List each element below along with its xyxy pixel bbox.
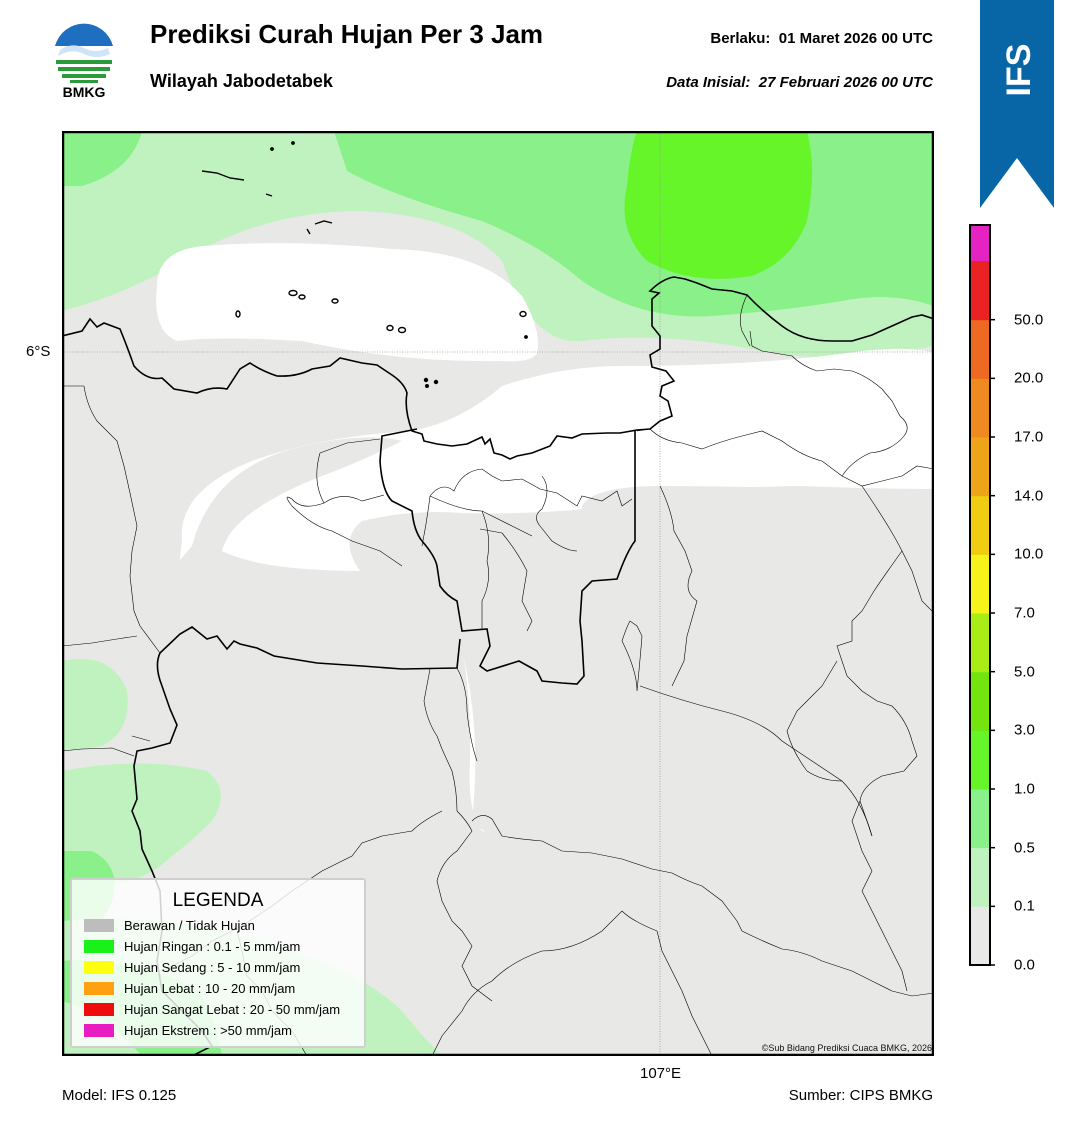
colorbar-segment — [970, 437, 990, 497]
legend-label: Hujan Sedang : 5 - 10 mm/jam — [124, 959, 301, 975]
colorbar-tick-label: 14.0 — [1014, 487, 1044, 505]
colorbar — [969, 224, 995, 966]
model-label: Model: IFS 0.125 — [62, 1087, 177, 1104]
colorbar-tick-label: 0.5 — [1014, 839, 1035, 857]
colorbar-segment — [970, 554, 990, 614]
colorbar-segment — [970, 847, 990, 907]
colorbar-tick-label: 17.0 — [1014, 428, 1044, 446]
ifs-badge-text-wrap: IFS — [1000, 44, 1038, 97]
colorbar-segment — [970, 495, 990, 555]
ifs-badge-text: IFS — [1000, 44, 1038, 97]
colorbar-frame — [969, 224, 991, 966]
valid-label: Berlaku: — [710, 30, 771, 47]
colorbar-segment — [970, 378, 990, 438]
colorbar-segment — [970, 225, 990, 261]
colorbar-tick-label: 5.0 — [1014, 663, 1035, 681]
colorbar-segment — [970, 319, 990, 379]
legend-title: LEGENDA — [172, 890, 264, 911]
legend-item: Hujan Lebat : 10 - 20 mm/jam — [84, 980, 296, 996]
init-label: Data Inisial: — [666, 74, 751, 91]
legend-item: Hujan Sangat Lebat : 20 - 50 mm/jam — [84, 1001, 341, 1017]
init-value: 27 Februari 2026 00 UTC — [758, 74, 933, 91]
colorbar-segment — [970, 671, 990, 731]
regency-boundaries — [62, 294, 934, 1056]
ifs-badge — [980, 0, 1054, 208]
legend-swatch — [84, 918, 114, 932]
page-title: Prediksi Curah Hujan Per 3 Jam — [150, 19, 544, 49]
legend-swatch — [84, 1023, 114, 1037]
legend-item: Hujan Sedang : 5 - 10 mm/jam — [84, 959, 301, 975]
colorbar-segment — [970, 730, 990, 790]
colorbar-segment — [970, 261, 990, 321]
colorbar-tick-label: 50.0 — [1014, 311, 1044, 329]
rain-zone-0.5-corner — [62, 131, 142, 186]
colorbar-tick-label: 3.0 — [1014, 721, 1035, 739]
legend-label: Hujan Ringan : 0.1 - 5 mm/jam — [124, 938, 301, 954]
colorbar-tick-label: 1.0 — [1014, 780, 1035, 798]
colorbar-tick-label: 20.0 — [1014, 369, 1044, 387]
legend-box: LEGENDA Berawan / Tidak Hujan Hujan Ring… — [70, 878, 366, 1048]
lat-tick-label: 6°S — [26, 343, 51, 360]
legend-label: Berawan / Tidak Hujan — [124, 917, 255, 933]
valid-value: 01 Maret 2026 00 UTC — [778, 30, 933, 47]
legend-swatch — [84, 1002, 114, 1016]
legend-label: Hujan Ekstrem : >50 mm/jam — [124, 1022, 292, 1038]
colorbar-tick-label: 0.0 — [1014, 956, 1035, 974]
legend-swatch — [84, 939, 114, 953]
source-label: Sumber: CIPS BMKG — [788, 1087, 933, 1104]
region-subtitle: Wilayah Jabodetabek — [150, 71, 333, 91]
lon-tick-label: 107°E — [640, 1065, 682, 1082]
legend-item: Berawan / Tidak Hujan — [84, 917, 255, 933]
colorbar-segment — [970, 613, 990, 673]
bmkg-logo — [54, 22, 114, 83]
legend-swatch — [84, 981, 114, 995]
map-frame — [62, 131, 934, 1056]
province-boundary — [379, 428, 636, 685]
colorbar-tick-label: 10.0 — [1014, 545, 1044, 563]
colorbar-segment — [970, 789, 990, 849]
legend-swatch — [84, 960, 114, 974]
coastline — [62, 276, 934, 460]
legend-item: Hujan Ekstrem : >50 mm/jam — [84, 1022, 292, 1038]
valid-time: Berlaku: 01 Maret 2026 00 UTC — [710, 30, 933, 47]
colorbar-tick-label: 7.0 — [1014, 604, 1035, 622]
legend-label: Hujan Sangat Lebat : 20 - 50 mm/jam — [124, 1001, 341, 1017]
legend-item: Hujan Ringan : 0.1 - 5 mm/jam — [84, 938, 301, 954]
logo-text: BMKG — [62, 84, 106, 100]
copyright-text: ©Sub Bidang Prediksi Cuaca BMKG, 2026 — [761, 1043, 932, 1053]
province-boundary-west — [159, 626, 461, 670]
rain-zone-1.0 — [624, 131, 812, 279]
colorbar-tick-label: 0.1 — [1014, 897, 1035, 915]
legend-label: Hujan Lebat : 10 - 20 mm/jam — [124, 980, 296, 996]
init-time: Data Inisial: 27 Februari 2026 00 UTC — [666, 74, 933, 91]
islands — [201, 141, 528, 388]
colorbar-segment — [970, 906, 990, 966]
